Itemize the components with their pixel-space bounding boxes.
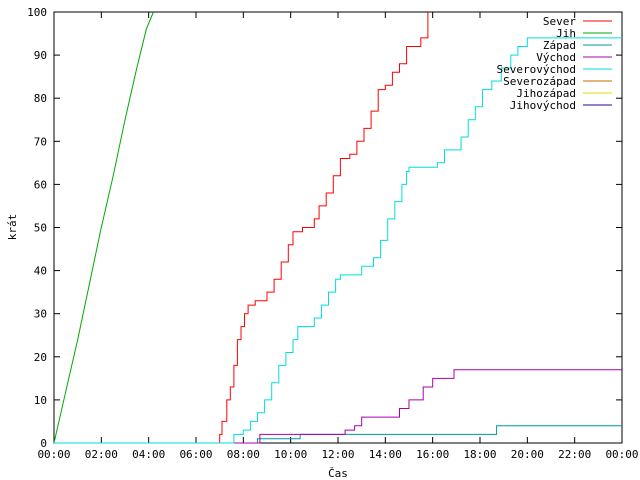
legend-label: Západ [543, 39, 576, 52]
series-line-západ [54, 425, 622, 444]
y-tick-label: 20 [34, 351, 47, 364]
legend-label: Jih [556, 27, 576, 40]
x-axis-title: Čas [328, 467, 348, 480]
legend-label: Sever [543, 15, 576, 28]
y-axis-ticks: 0 10 20 30 40 50 60 70 80 90 100 [27, 6, 622, 450]
y-tick-label: 50 [34, 222, 47, 235]
y-tick-label: 10 [34, 394, 47, 407]
x-tick-label: 18:00 [463, 448, 496, 461]
x-tick-label: 14:00 [369, 448, 402, 461]
x-tick-label: 02:00 [85, 448, 118, 461]
series-layer [53, 11, 622, 444]
legend-label: Jihovýchod [510, 99, 576, 112]
legend: SeverJihZápadVýchodSeverovýchodSeverozáp… [497, 15, 612, 112]
x-tick-label: 20:00 [511, 448, 544, 461]
series-line-sever [54, 12, 429, 444]
x-tick-label: 16:00 [416, 448, 449, 461]
x-tick-label: 00:00 [37, 448, 70, 461]
legend-label: Východ [536, 51, 576, 64]
y-tick-label: 40 [34, 265, 47, 278]
x-tick-label: 00:00 [605, 448, 638, 461]
y-tick-label: 70 [34, 135, 47, 148]
y-tick-label: 30 [34, 308, 47, 321]
legend-label: Jihozápad [516, 87, 576, 100]
legend-label: Severovýchod [497, 63, 576, 76]
y-tick-label: 100 [27, 6, 47, 19]
series-line-jih [53, 11, 154, 444]
y-tick-label: 0 [40, 437, 47, 450]
x-tick-label: 12:00 [321, 448, 354, 461]
x-tick-label: 22:00 [558, 448, 591, 461]
x-tick-label: 06:00 [179, 448, 212, 461]
y-tick-label: 80 [34, 92, 47, 105]
y-axis-title: krát [6, 214, 19, 241]
x-tick-label: 10:00 [274, 448, 307, 461]
x-axis-ticks: 00:00 02:00 04:00 06:00 08:00 10:00 12:00 14:00… [37, 12, 639, 461]
x-tick-label: 04:00 [132, 448, 165, 461]
legend-label: Severozápad [503, 75, 576, 88]
y-tick-label: 60 [34, 178, 47, 191]
y-tick-label: 90 [34, 49, 47, 62]
x-tick-label: 08:00 [227, 448, 260, 461]
series-line-východ [54, 369, 622, 444]
series-line-severovýchod [54, 37, 622, 444]
